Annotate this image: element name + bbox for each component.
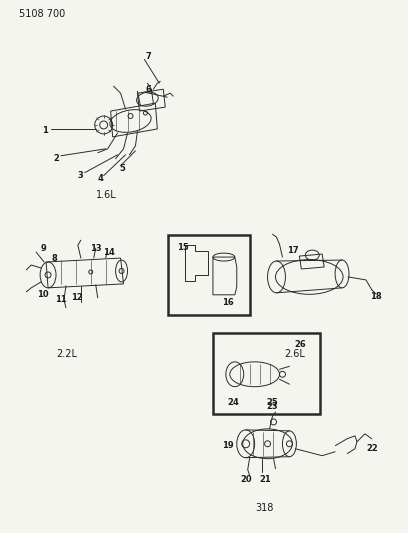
Text: 23: 23 bbox=[267, 401, 278, 410]
Text: 8: 8 bbox=[51, 254, 57, 263]
Text: 14: 14 bbox=[103, 248, 115, 256]
Text: 20: 20 bbox=[240, 475, 251, 484]
Text: 19: 19 bbox=[222, 441, 234, 450]
Text: 6: 6 bbox=[145, 85, 151, 94]
Text: 24: 24 bbox=[227, 398, 239, 407]
Text: 26: 26 bbox=[295, 340, 306, 349]
Text: 17: 17 bbox=[286, 246, 298, 255]
Text: 5108 700: 5108 700 bbox=[19, 9, 66, 19]
Text: 21: 21 bbox=[260, 475, 271, 484]
Text: 7: 7 bbox=[146, 52, 151, 61]
Text: 3: 3 bbox=[78, 171, 84, 180]
Text: 13: 13 bbox=[90, 244, 102, 253]
Text: 4: 4 bbox=[98, 174, 104, 183]
Text: 16: 16 bbox=[222, 298, 234, 307]
Text: 1.6L: 1.6L bbox=[96, 190, 117, 200]
Text: 2.6L: 2.6L bbox=[284, 350, 305, 359]
Text: 12: 12 bbox=[71, 293, 83, 302]
Text: 2.2L: 2.2L bbox=[56, 350, 77, 359]
Text: 10: 10 bbox=[37, 290, 49, 300]
Text: 2: 2 bbox=[53, 154, 59, 163]
Text: 11: 11 bbox=[55, 295, 67, 304]
Text: 9: 9 bbox=[40, 244, 46, 253]
Text: 22: 22 bbox=[366, 444, 378, 453]
Text: 5: 5 bbox=[120, 164, 126, 173]
Text: 1: 1 bbox=[42, 126, 48, 135]
Text: 25: 25 bbox=[267, 398, 278, 407]
Bar bbox=[168, 235, 250, 314]
Bar bbox=[213, 333, 320, 414]
Text: 318: 318 bbox=[255, 503, 274, 513]
Text: 18: 18 bbox=[370, 292, 381, 301]
Text: 15: 15 bbox=[177, 243, 189, 252]
